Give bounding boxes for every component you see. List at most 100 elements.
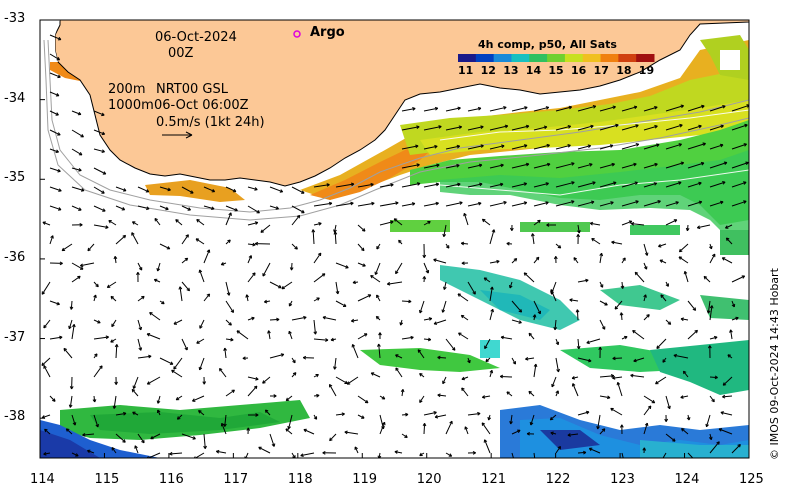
- current-vector-head: [254, 187, 258, 191]
- current-vector: [181, 281, 190, 292]
- current-vector-head: [667, 321, 672, 325]
- current-vector-head: [364, 399, 369, 404]
- current-vector: [709, 105, 726, 112]
- current-vector: [709, 305, 713, 321]
- current-vector-head: [169, 451, 173, 456]
- current-vector-head: [496, 259, 500, 264]
- current-vector-head: [395, 201, 399, 205]
- current-vector: [665, 219, 678, 226]
- current-vector: [300, 452, 315, 457]
- current-vector: [108, 220, 117, 226]
- current-vector: [577, 201, 595, 207]
- current-vector: [419, 300, 425, 314]
- current-vector: [533, 126, 548, 131]
- current-vector-head: [487, 416, 492, 421]
- current-vector: [313, 202, 332, 207]
- current-vector-head: [571, 200, 575, 204]
- current-vector: [577, 105, 596, 112]
- current-vector: [709, 336, 718, 340]
- current-vector: [247, 376, 259, 380]
- current-vector-head: [723, 161, 728, 166]
- current-vector: [656, 338, 667, 349]
- current-vector: [329, 384, 337, 397]
- current-vector-head: [97, 320, 101, 324]
- current-vector-head: [500, 163, 504, 168]
- current-vector: [113, 395, 117, 409]
- current-vector: [643, 125, 658, 131]
- current-vector-head: [122, 439, 126, 443]
- current-vector: [379, 202, 399, 207]
- current-vector: [247, 272, 256, 283]
- current-vector-head: [263, 299, 268, 304]
- current-vector-head: [50, 235, 54, 239]
- current-vector-head: [352, 280, 356, 285]
- current-vector-head: [619, 312, 624, 316]
- current-vector-head: [361, 228, 366, 232]
- current-vector: [71, 452, 79, 457]
- current-vector-head: [457, 293, 461, 297]
- current-vector: [597, 414, 601, 430]
- current-vector-head: [43, 365, 47, 369]
- current-time-label: 06-Oct 06:00Z: [154, 98, 249, 113]
- current-vector: [599, 163, 615, 169]
- current-vector: [423, 262, 429, 274]
- current-vector: [511, 125, 530, 131]
- current-vector: [137, 319, 142, 331]
- current-vector: [506, 391, 513, 397]
- current-vector-head: [557, 245, 562, 249]
- current-vector-head: [301, 209, 305, 214]
- current-vector-head: [400, 389, 405, 393]
- current-vector-head: [325, 338, 329, 342]
- current-vector: [680, 395, 689, 398]
- current-vector-head: [262, 380, 266, 384]
- current-vector-head: [165, 206, 169, 211]
- current-vector: [458, 332, 469, 340]
- current-vector-head: [503, 106, 507, 110]
- current-vector: [461, 314, 469, 321]
- current-vector: [137, 355, 152, 359]
- current-vector-head: [248, 255, 252, 259]
- current-vector: [665, 105, 684, 112]
- current-vector-head: [101, 131, 106, 136]
- current-vector-head: [184, 257, 189, 262]
- current-vector: [687, 162, 705, 169]
- current-vector-head: [192, 398, 196, 402]
- current-vector-head: [549, 416, 554, 421]
- current-vector-head: [433, 321, 438, 325]
- current-vector: [731, 200, 747, 207]
- current-vector: [281, 281, 293, 290]
- current-vector-head: [318, 222, 322, 226]
- current-vector: [199, 269, 205, 283]
- current-vector: [687, 105, 705, 112]
- current-vector-head: [526, 431, 531, 436]
- current-vector-head: [624, 335, 628, 340]
- current-vector: [643, 314, 650, 321]
- current-vector: [49, 91, 60, 97]
- current-vector: [589, 447, 601, 454]
- current-vector: [482, 395, 491, 398]
- current-vector-head: [729, 329, 733, 333]
- current-vector-head: [490, 308, 494, 313]
- current-vector-head: [344, 380, 348, 384]
- current-vector-head: [528, 390, 532, 395]
- current-vector: [612, 357, 623, 359]
- current-vector-head: [108, 220, 112, 224]
- current-vector: [643, 144, 660, 150]
- current-vector-head: [77, 111, 82, 116]
- current-vector-head: [329, 383, 333, 388]
- current-vector-head: [647, 405, 652, 409]
- current-vector: [731, 124, 748, 131]
- current-vector: [146, 333, 161, 340]
- current-vector-head: [252, 272, 256, 276]
- current-vector: [224, 414, 227, 427]
- current-vector-head: [105, 225, 109, 229]
- current-vector: [149, 312, 161, 321]
- current-vector-head: [577, 230, 581, 234]
- current-vector-head: [524, 106, 528, 110]
- current-vector-head: [43, 452, 47, 456]
- current-vector-head: [58, 207, 62, 211]
- colorbar-tick-label: 17: [593, 64, 609, 77]
- current-vector-head: [490, 286, 494, 290]
- current-vector: [433, 319, 447, 325]
- current-vector-head: [69, 386, 74, 390]
